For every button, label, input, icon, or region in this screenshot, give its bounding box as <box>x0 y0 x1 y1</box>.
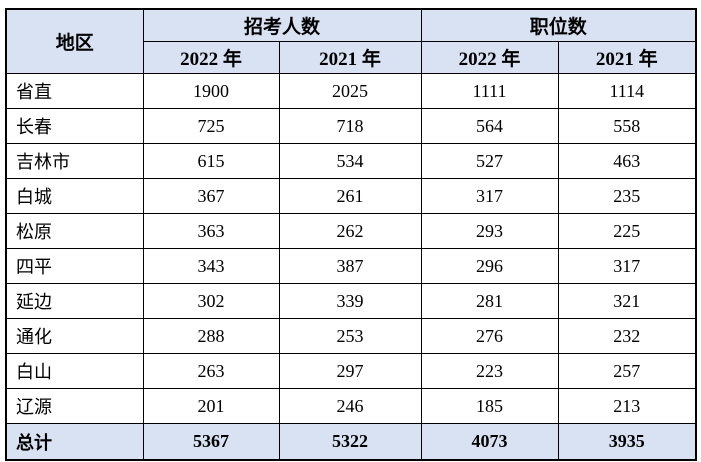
region-cell: 四平 <box>5 248 144 284</box>
value-cell: 281 <box>420 283 559 319</box>
header-cell-year: 2022 年 <box>420 41 559 74</box>
value-cell: 296 <box>420 248 559 284</box>
value-cell: 564 <box>420 108 559 144</box>
table-body: 省直 1900 2025 1111 1114 长春 725 718 564 558 吉林市 615 53… <box>5 73 697 461</box>
value-cell: 534 <box>278 143 422 179</box>
region-cell: 省直 <box>5 73 144 109</box>
value-cell: 5322 <box>278 423 422 461</box>
value-cell: 363 <box>142 213 280 249</box>
value-cell: 297 <box>278 353 422 389</box>
value-cell: 317 <box>420 178 559 214</box>
table-row: 通化 288 253 276 232 <box>5 318 697 354</box>
value-cell: 718 <box>278 108 422 144</box>
value-cell: 262 <box>278 213 422 249</box>
value-cell: 725 <box>142 108 280 144</box>
value-cell: 367 <box>142 178 280 214</box>
value-cell: 321 <box>557 283 697 319</box>
value-cell: 213 <box>557 388 697 424</box>
value-cell: 235 <box>557 178 697 214</box>
region-cell: 长春 <box>5 108 144 144</box>
value-cell: 1111 <box>420 73 559 109</box>
region-cell: 白山 <box>5 353 144 389</box>
value-cell: 223 <box>420 353 559 389</box>
value-cell: 463 <box>557 143 697 179</box>
value-cell: 263 <box>142 353 280 389</box>
table-header: 地区 招考人数 职位数 2022 年 2021 年 2022 年 2021 年 <box>5 8 697 74</box>
value-cell: 317 <box>557 248 697 284</box>
value-cell: 558 <box>557 108 697 144</box>
value-cell: 232 <box>557 318 697 354</box>
table-row: 延边 302 339 281 321 <box>5 283 697 319</box>
table-row: 辽源 201 246 185 213 <box>5 388 697 424</box>
table-row: 四平 343 387 296 317 <box>5 248 697 284</box>
value-cell: 302 <box>142 283 280 319</box>
value-cell: 185 <box>420 388 559 424</box>
header-cell-position-count: 职位数 <box>420 8 697 42</box>
value-cell: 225 <box>557 213 697 249</box>
value-cell: 527 <box>420 143 559 179</box>
table-row: 白城 367 261 317 235 <box>5 178 697 214</box>
value-cell: 339 <box>278 283 422 319</box>
value-cell: 2025 <box>278 73 422 109</box>
table-row: 吉林市 615 534 527 463 <box>5 143 697 179</box>
value-cell: 1900 <box>142 73 280 109</box>
value-cell: 246 <box>278 388 422 424</box>
header-cell-region: 地区 <box>5 8 144 74</box>
value-cell: 4073 <box>420 423 559 461</box>
total-label-cell: 总计 <box>5 423 144 461</box>
table-row: 松原 363 262 293 225 <box>5 213 697 249</box>
value-cell: 261 <box>278 178 422 214</box>
table-row: 省直 1900 2025 1111 1114 <box>5 73 697 109</box>
region-cell: 白城 <box>5 178 144 214</box>
value-cell: 1114 <box>557 73 697 109</box>
region-cell: 延边 <box>5 283 144 319</box>
header-cell-year: 2021 年 <box>278 41 422 74</box>
value-cell: 5367 <box>142 423 280 461</box>
region-cell: 辽源 <box>5 388 144 424</box>
region-cell: 松原 <box>5 213 144 249</box>
region-cell: 吉林市 <box>5 143 144 179</box>
value-cell: 615 <box>142 143 280 179</box>
table-row: 长春 725 718 564 558 <box>5 108 697 144</box>
recruitment-table: 地区 招考人数 职位数 2022 年 2021 年 2022 年 2021 年 … <box>5 8 698 461</box>
header-cell-year: 2022 年 <box>142 41 280 74</box>
value-cell: 293 <box>420 213 559 249</box>
value-cell: 387 <box>278 248 422 284</box>
total-row: 总计 5367 5322 4073 3935 <box>5 423 697 461</box>
value-cell: 276 <box>420 318 559 354</box>
value-cell: 257 <box>557 353 697 389</box>
value-cell: 253 <box>278 318 422 354</box>
value-cell: 201 <box>142 388 280 424</box>
value-cell: 343 <box>142 248 280 284</box>
table-row: 白山 263 297 223 257 <box>5 353 697 389</box>
region-cell: 通化 <box>5 318 144 354</box>
header-cell-year: 2021 年 <box>557 41 697 74</box>
value-cell: 288 <box>142 318 280 354</box>
header-row-years: 2022 年 2021 年 2022 年 2021 年 <box>6 41 697 74</box>
header-row-groups: 地区 招考人数 职位数 <box>5 8 697 74</box>
header-cell-recruit-count: 招考人数 <box>142 8 422 42</box>
value-cell: 3935 <box>557 423 697 461</box>
